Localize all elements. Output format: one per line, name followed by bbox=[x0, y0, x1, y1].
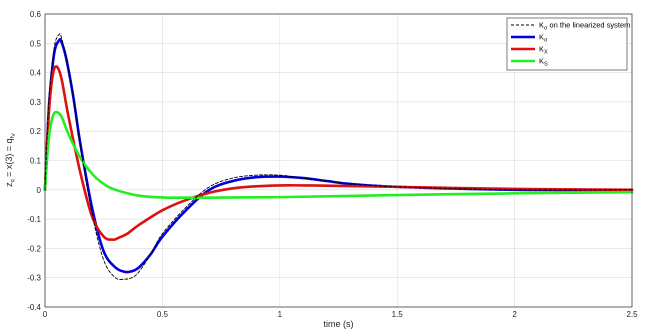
legend-label: KX bbox=[539, 45, 548, 56]
series-k-s bbox=[43, 110, 634, 200]
y-tick-label: -0.3 bbox=[27, 274, 41, 283]
y-tick-label: -0.4 bbox=[27, 303, 41, 312]
series-linearized-dashed bbox=[44, 33, 633, 281]
legend-item-k-sigma: Kσ bbox=[511, 33, 548, 44]
series-k-x bbox=[43, 65, 634, 241]
y-tick-label: -0.2 bbox=[27, 244, 41, 253]
y-tick-label: 0.5 bbox=[30, 39, 42, 48]
legend-item-linearized: Kσ on the linearized system bbox=[511, 21, 630, 32]
y-tick-label: 0.1 bbox=[30, 157, 42, 166]
x-axis-label: time (s) bbox=[324, 319, 354, 329]
y-tick-label: 0.2 bbox=[30, 127, 42, 136]
y-tick-label: -0.1 bbox=[27, 215, 41, 224]
plot-frame bbox=[44, 13, 633, 308]
y-tick-label: 0.6 bbox=[30, 10, 42, 19]
y-tick-label: 0 bbox=[37, 186, 42, 195]
y-axis-label: zq = x(3) = qfV bbox=[4, 133, 17, 187]
legend-item-k-s: KS bbox=[511, 57, 548, 68]
x-tick-label: 2 bbox=[512, 310, 517, 319]
legend-label: KS bbox=[539, 57, 548, 68]
legend-item-k-x: KX bbox=[511, 45, 548, 56]
legend-label: Kσ bbox=[539, 33, 548, 44]
x-tick-labels: 0 0.5 1 1.5 2 2.5 bbox=[43, 310, 638, 319]
series-layer bbox=[43, 33, 634, 281]
x-tick-label: 0 bbox=[43, 310, 48, 319]
y-tick-labels: -0.4 -0.3 -0.2 -0.1 0 0.1 0.2 0.3 0.4 0.5 0.6 bbox=[27, 10, 41, 312]
legend-label: Kσ on the linearized system bbox=[539, 21, 630, 32]
x-tick-label: 0.5 bbox=[157, 310, 169, 319]
svg-text:zq = x(3) = qfV: zq = x(3) = qfV bbox=[4, 133, 17, 187]
y-tick-label: 0.4 bbox=[30, 69, 42, 78]
x-tick-label: 1.5 bbox=[392, 310, 404, 319]
x-tick-label: 1 bbox=[278, 310, 283, 319]
y-tick-label: 0.3 bbox=[30, 98, 42, 107]
x-tick-label: 2.5 bbox=[626, 310, 638, 319]
